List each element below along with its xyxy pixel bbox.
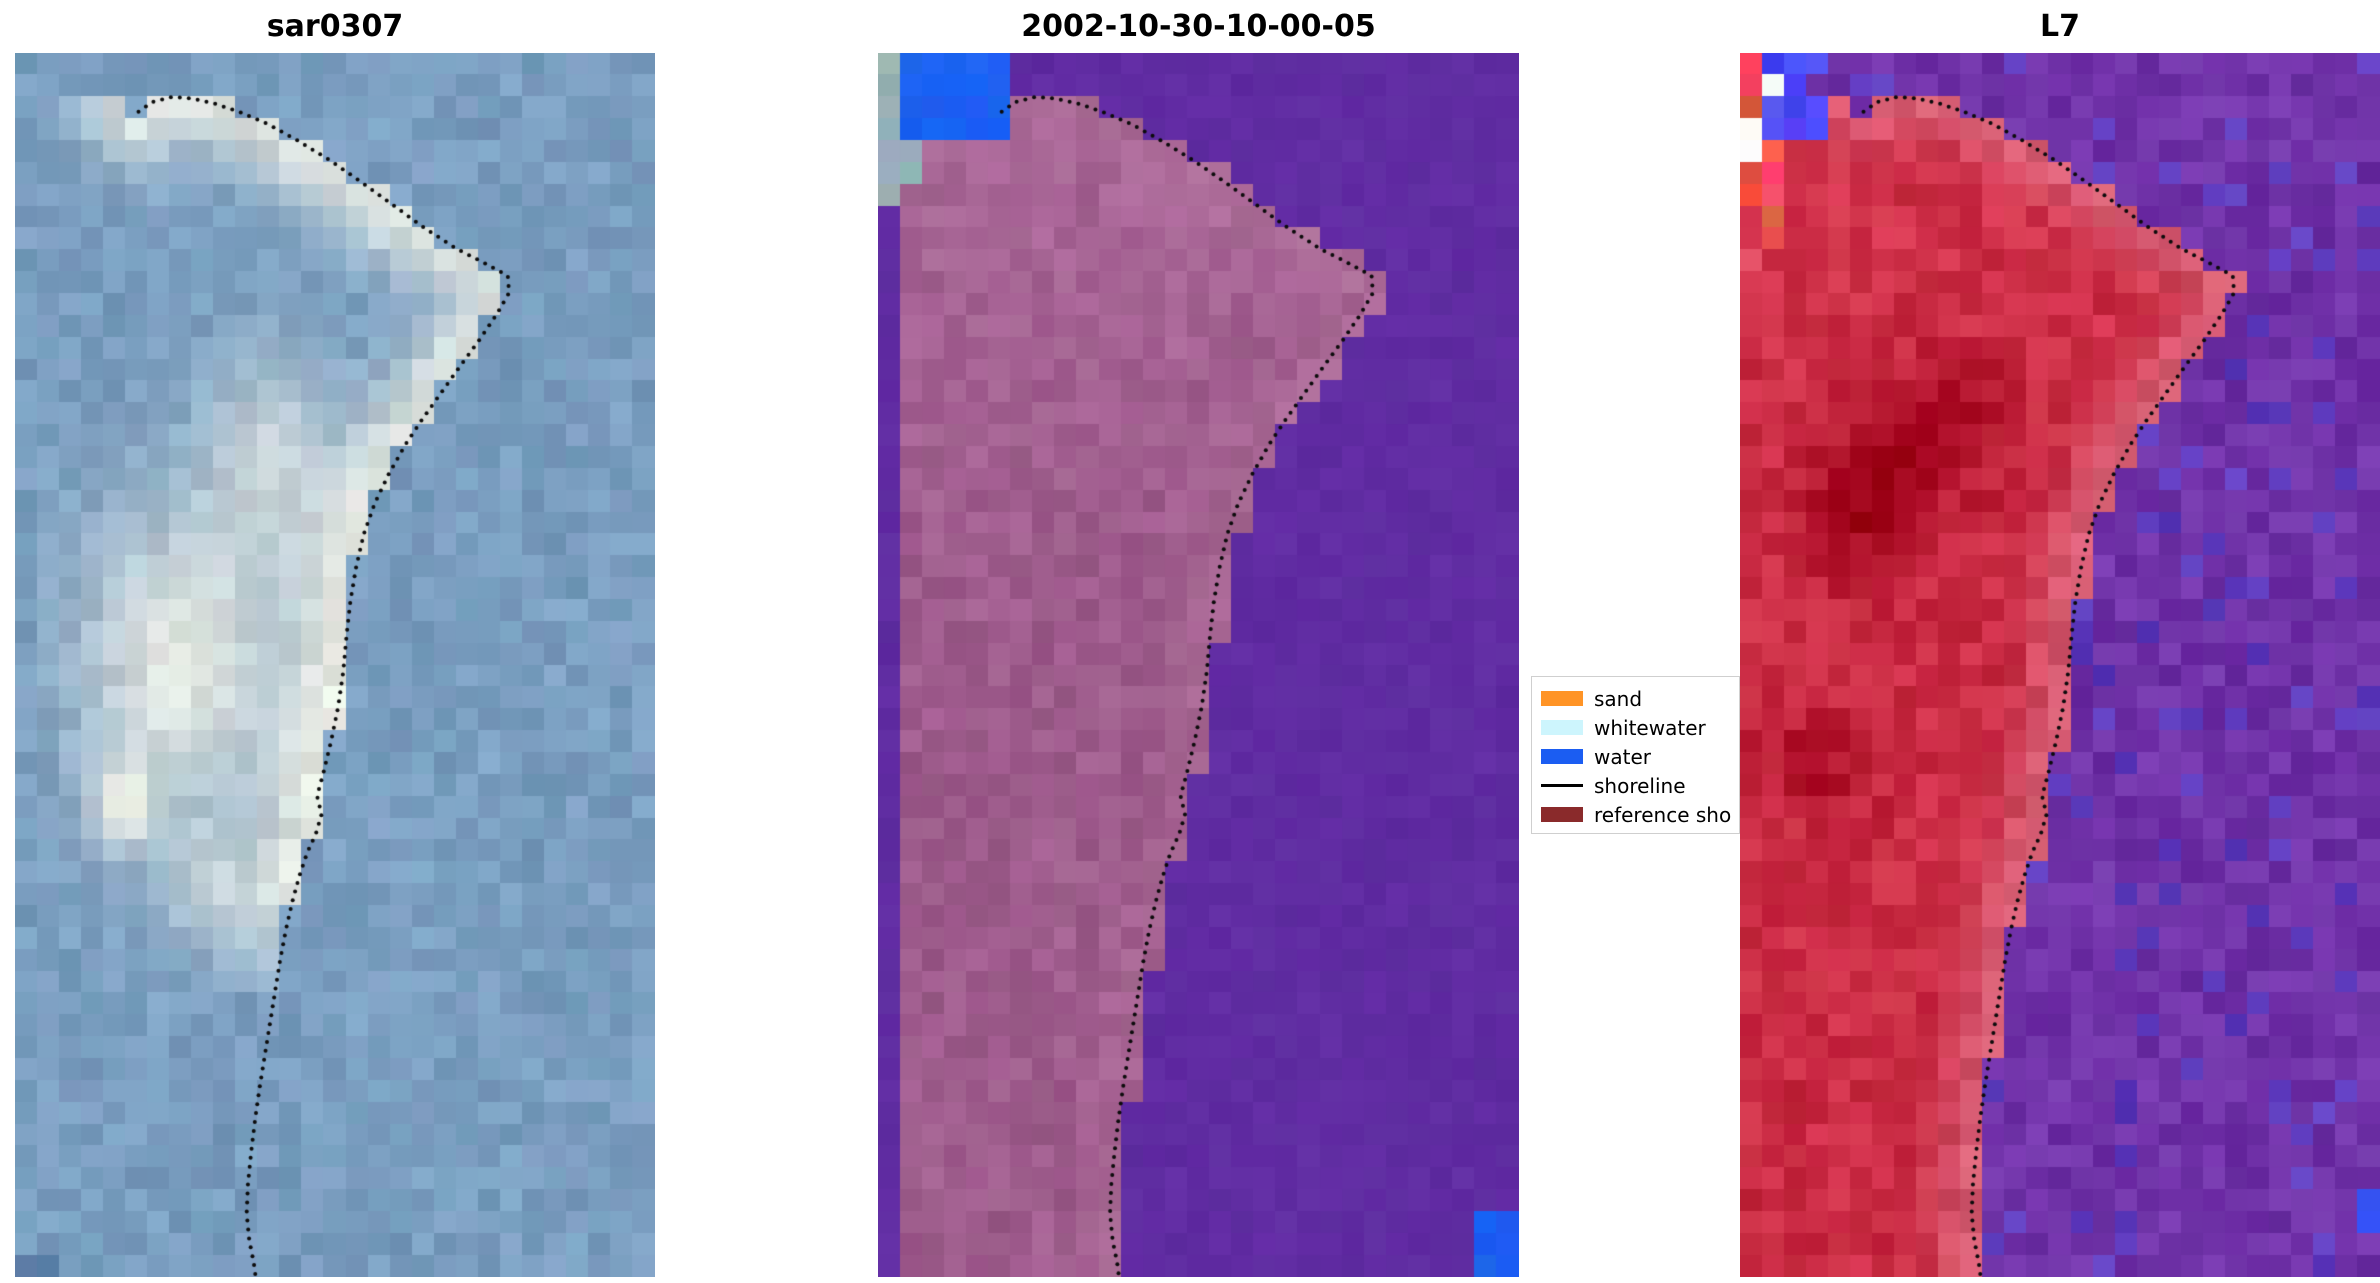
panel-title-sar0307: sar0307 [266,9,404,44]
panel-canvas-sar0307 [15,53,655,1277]
reference-sho-swatch [1541,807,1583,822]
legend-item-sand: sand [1541,684,1739,713]
legend-item-water: water [1541,742,1739,771]
legend-item-shoreline: shoreline [1541,771,1739,800]
panel-classified: 2002-10-30-10-00-05 [878,9,1519,1277]
legend-label: water [1594,744,1651,769]
whitewater-swatch [1541,720,1583,735]
panel-title-l7: L7 [2040,9,2080,44]
legend-label: whitewater [1594,715,1706,740]
panel-title-classified: 2002-10-30-10-00-05 [1021,9,1376,44]
legend-label: shoreline [1594,773,1686,798]
legend-label: reference sho [1594,802,1732,827]
legend-item-whitewater: whitewater [1541,713,1739,742]
shoreline-swatch [1541,784,1583,787]
panel-sar0307: sar0307 [15,9,655,1277]
panel-canvas-l7 [1740,53,2380,1277]
legend-label: sand [1594,686,1643,711]
water-swatch [1541,749,1583,764]
legend-item-reference-sho: reference sho [1541,800,1739,829]
panel-canvas-classified [878,53,1519,1277]
legend: sand whitewater water shoreline reference sh… [1531,676,1740,834]
panel-l7: L7 [1740,9,2380,1277]
sand-swatch [1541,691,1583,706]
